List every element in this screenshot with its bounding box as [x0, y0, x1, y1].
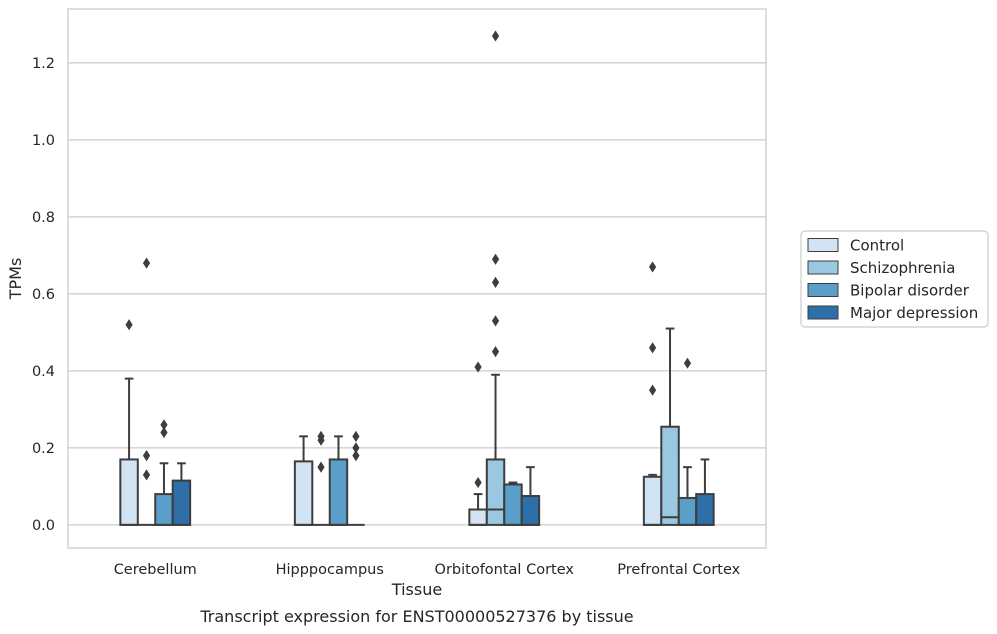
box-2-0 — [154, 419, 174, 526]
x-tick-label: Orbitofontal Cortex — [435, 562, 575, 578]
box-body — [520, 495, 541, 526]
box-2-1 — [328, 435, 349, 526]
box-body — [503, 483, 523, 526]
plot-frame — [67, 8, 767, 549]
box-body — [677, 496, 698, 526]
box-1-3 — [660, 327, 680, 526]
box-3-1 — [347, 430, 365, 526]
box-body — [293, 460, 314, 526]
outlier-point — [317, 430, 325, 442]
legend-swatch — [807, 305, 839, 320]
legend-swatch — [807, 283, 839, 297]
box-body — [328, 458, 349, 526]
x-tick-labels: Cerebellum Hipppocampus Orbitofontal Corte… — [114, 562, 741, 578]
outlier-point — [491, 315, 500, 327]
legend: Control Schizophrenia Bipolar disorder Majo… — [800, 230, 989, 328]
box-1-2 — [485, 30, 506, 526]
box-2-2 — [503, 481, 523, 526]
box-3-2 — [520, 466, 541, 526]
outlier-point — [142, 257, 151, 269]
legend-label: Major depression — [850, 304, 978, 322]
y-tick-label: 1.0 — [32, 133, 55, 149]
outlier-point — [142, 469, 151, 481]
box-3-0 — [171, 462, 192, 526]
outlier-point — [648, 342, 657, 354]
box-body — [119, 458, 139, 526]
outlier-point — [491, 346, 500, 358]
y-tick-label: 1.2 — [32, 56, 55, 72]
x-tick-label: Hipppocampus — [276, 562, 384, 578]
grid-lines — [68, 62, 766, 526]
outlier-point — [352, 442, 360, 454]
y-tick-label: 0.8 — [32, 210, 55, 226]
box-body — [695, 493, 715, 526]
figure-caption: Transcript expression for ENST0000052737… — [199, 607, 633, 626]
box-2-3 — [677, 357, 698, 526]
outlier-point — [160, 419, 168, 431]
y-tick-label: 0.2 — [32, 441, 55, 457]
boxes — [119, 30, 715, 526]
legend-label: Control — [850, 237, 904, 255]
x-tick-label: Prefrontal Cortex — [617, 562, 740, 578]
legend-label: Schizophrenia — [850, 259, 955, 277]
y-tick-label: 0.4 — [32, 364, 55, 380]
box-body — [154, 493, 174, 526]
box-body — [468, 508, 488, 526]
y-axis-title: TPMs — [6, 258, 25, 301]
box-1-0 — [137, 257, 156, 526]
box-0-2 — [468, 361, 488, 526]
legend-label: Bipolar disorder — [850, 282, 970, 300]
legend-frame — [800, 230, 989, 328]
y-tick-labels: 0.0 0.2 0.4 0.6 0.8 1.0 1.2 — [32, 56, 55, 534]
y-tick-label: 0.6 — [32, 287, 55, 303]
legend-swatch — [807, 238, 839, 252]
outlier-point — [648, 384, 657, 396]
box-0-1 — [293, 435, 314, 526]
outlier-point — [491, 30, 500, 42]
x-tick-label: Cerebellum — [114, 562, 197, 578]
box-1-1 — [312, 430, 330, 526]
outlier-point — [352, 430, 360, 442]
box-3-3 — [695, 458, 715, 526]
outlier-point — [352, 450, 360, 462]
outlier-point — [683, 357, 692, 369]
box-0-0 — [119, 319, 139, 526]
outlier-point — [142, 450, 151, 462]
box-body — [642, 475, 663, 526]
box-body — [485, 458, 506, 526]
outlier-point — [474, 476, 482, 489]
outlier-point — [317, 461, 325, 473]
box-body — [171, 479, 192, 526]
box-body — [660, 425, 680, 526]
box-0-3 — [642, 261, 663, 526]
outlier-point — [125, 319, 133, 331]
outlier-point — [648, 261, 657, 273]
outlier-point — [491, 276, 500, 288]
y-tick-label: 0.0 — [32, 518, 55, 534]
outlier-point — [160, 426, 168, 439]
outlier-point — [474, 361, 482, 373]
outlier-point — [491, 253, 500, 265]
legend-swatch — [807, 260, 839, 275]
x-axis-title: Tissue — [391, 580, 442, 599]
